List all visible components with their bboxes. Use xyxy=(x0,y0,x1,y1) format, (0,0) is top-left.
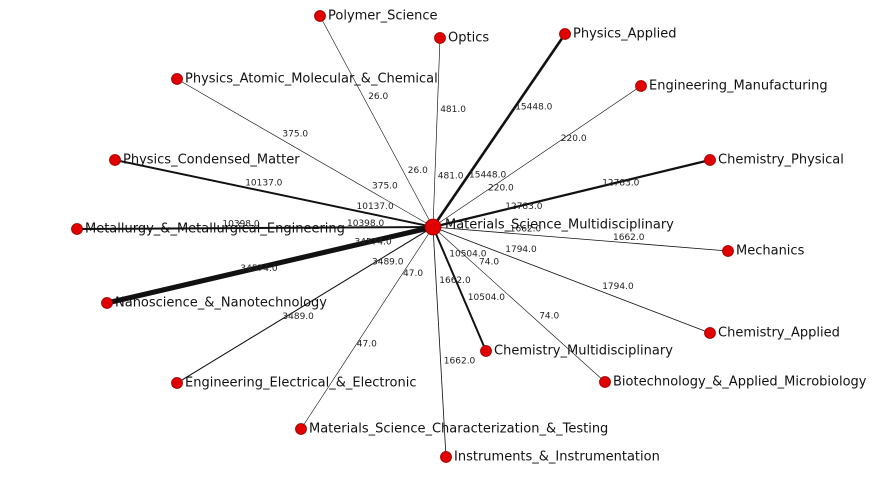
edge xyxy=(300,226,434,430)
edge-label: 34574.0 xyxy=(240,264,277,274)
edge xyxy=(432,226,447,458)
edge xyxy=(432,85,642,228)
node xyxy=(559,28,571,40)
edge-label: 26.0 xyxy=(408,166,428,176)
edge-label: 34574.0 xyxy=(355,238,392,248)
node-label: Mechanics xyxy=(736,244,805,259)
node-label: Optics xyxy=(448,31,489,46)
node xyxy=(109,154,121,166)
edge-label: 10398.0 xyxy=(222,220,259,230)
edge-label: 375.0 xyxy=(282,130,308,140)
edge-label: 220.0 xyxy=(561,134,587,144)
edge-label: 481.0 xyxy=(440,105,466,115)
edge-label: 481.0 xyxy=(438,171,464,181)
node-label: Materials_Science_Multidisciplinary xyxy=(445,218,674,233)
edge-label: 12783.0 xyxy=(505,202,542,212)
node-label: Chemistry_Multidisciplinary xyxy=(494,344,673,359)
edge-label: 26.0 xyxy=(368,92,388,102)
edge xyxy=(432,226,606,383)
node-label: Polymer_Science xyxy=(328,9,438,24)
edge-label: 12783.0 xyxy=(602,178,639,188)
nodes: Polymer_Science Optics Physics_Applied Phys… xyxy=(71,9,867,465)
node xyxy=(440,451,452,463)
node-label: Chemistry_Physical xyxy=(718,153,844,168)
edge-label: 1794.0 xyxy=(505,245,537,255)
edge-label: 1662.0 xyxy=(439,276,471,286)
node-label: Physics_Atomic_Molecular_&_Chemical xyxy=(185,72,438,87)
edge-label: 47.0 xyxy=(403,269,423,279)
node xyxy=(480,345,492,357)
edge xyxy=(432,226,729,252)
node xyxy=(71,223,83,235)
node xyxy=(314,10,326,22)
node xyxy=(599,376,611,388)
edge xyxy=(106,224,434,306)
edge-label: 15448.0 xyxy=(469,170,506,180)
edge-label: 10504.0 xyxy=(468,293,505,303)
edge-label: 1794.0 xyxy=(602,282,634,292)
edge-label: 10137.0 xyxy=(357,202,394,212)
edge-label: 1662.0 xyxy=(444,357,476,367)
node xyxy=(171,73,183,85)
node xyxy=(101,297,113,309)
edge-label: 74.0 xyxy=(479,257,499,267)
edges: 26.0 26.0 481.0 481.0 15448.0 15448.0 375.0 375… xyxy=(76,15,729,458)
edge-label: 3489.0 xyxy=(372,258,404,268)
edge-label: 10398.0 xyxy=(347,219,384,229)
edge-label: 74.0 xyxy=(539,312,559,322)
node-label: Physics_Condensed_Matter xyxy=(123,153,300,168)
node-label: Engineering_Manufacturing xyxy=(649,79,828,94)
edge-label: 47.0 xyxy=(357,340,377,350)
edge xyxy=(432,226,487,352)
node-label: Materials_Science_Characterization_&_Tes… xyxy=(309,422,608,437)
edge xyxy=(76,226,434,230)
node-label: Nanoscience_&_Nanotechnology xyxy=(115,296,327,311)
edge-label: 10504.0 xyxy=(449,250,486,260)
center-node xyxy=(424,218,442,236)
edge-label: 10137.0 xyxy=(245,178,282,188)
node-label: Instruments_&_Instrumentation xyxy=(454,450,660,465)
node-label: Physics_Applied xyxy=(573,27,676,42)
edge-label: 3489.0 xyxy=(282,312,314,322)
edge-label: 220.0 xyxy=(488,183,514,193)
node xyxy=(295,423,307,435)
edge xyxy=(176,226,434,384)
edge xyxy=(319,15,434,228)
edge xyxy=(114,159,434,228)
edge xyxy=(432,37,441,228)
edge xyxy=(431,33,567,228)
edge-label: 1662.0 xyxy=(613,233,645,243)
node xyxy=(704,154,716,166)
edge xyxy=(432,158,711,229)
edge-label: 15448.0 xyxy=(515,103,552,113)
node-label: Biotechnology_&_Applied_Microbiology xyxy=(613,375,867,390)
edge xyxy=(432,226,711,334)
node xyxy=(171,377,183,389)
node-label: Engineering_Electrical_&_Electronic xyxy=(185,376,416,391)
node xyxy=(722,245,734,257)
edge-label: 1662.0 xyxy=(510,225,542,235)
node xyxy=(704,327,716,339)
node-label: Metallurgy_&_Metallurgical_Engineering xyxy=(85,222,345,237)
edge-label: 375.0 xyxy=(372,182,398,192)
node xyxy=(434,32,446,44)
edge xyxy=(176,78,434,228)
node-label: Chemistry_Applied xyxy=(718,326,840,341)
node xyxy=(635,80,647,92)
